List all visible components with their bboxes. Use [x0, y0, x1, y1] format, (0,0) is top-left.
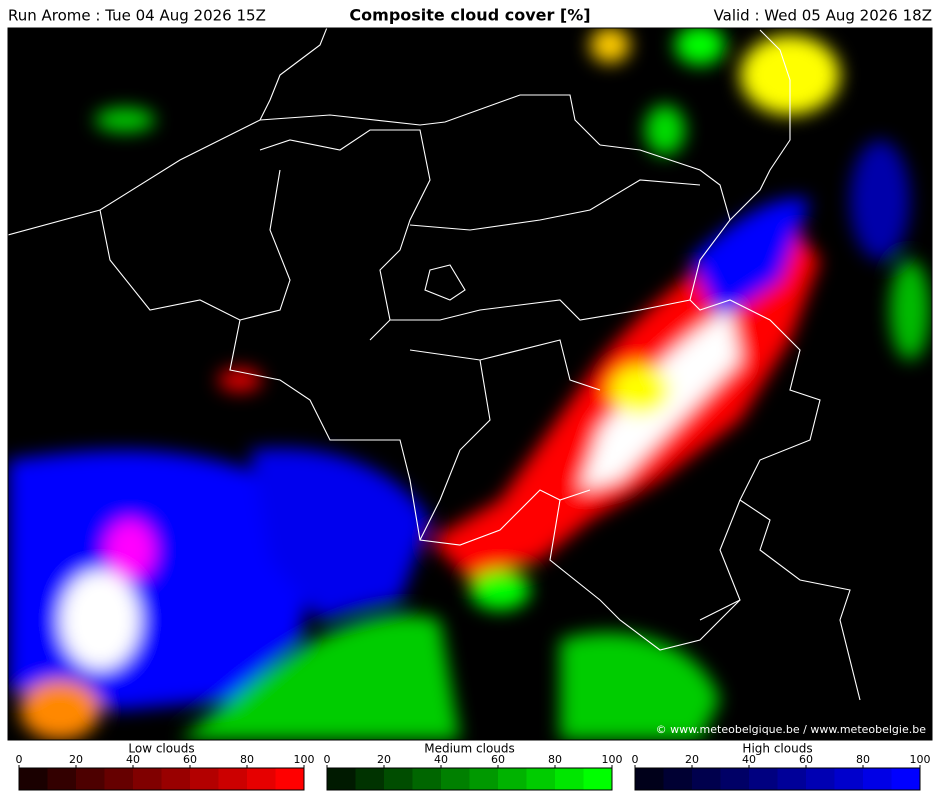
- color-swatch: [441, 768, 470, 790]
- run-label: Run Arome : Tue 04 Aug 2026 15Z: [8, 7, 266, 25]
- color-swatch: [498, 768, 527, 790]
- color-swatch: [555, 768, 584, 790]
- color-swatch: [749, 768, 778, 790]
- color-swatch: [526, 768, 555, 790]
- color-swatch: [412, 768, 441, 790]
- tick-label: 40: [434, 753, 448, 766]
- legend-frame: [18, 767, 305, 791]
- map: © www.meteobelgique.be / www.meteobelgie…: [8, 28, 932, 740]
- legend-title: Medium clouds: [424, 742, 515, 756]
- legend-frame: [634, 767, 921, 791]
- valid-label: Valid : Wed 05 Aug 2026 18Z: [714, 7, 932, 25]
- tick-label: 100: [294, 753, 315, 766]
- color-swatch: [161, 768, 190, 790]
- color-swatch: [583, 768, 612, 790]
- color-swatch: [635, 768, 664, 790]
- legend-title: Low clouds: [128, 742, 194, 756]
- legends: Low clouds 0 20 40 60 80 100 Medium clouds 0 20 40…: [16, 742, 931, 791]
- tick-label: 100: [602, 753, 623, 766]
- color-swatch: [133, 768, 162, 790]
- tick-label: 40: [126, 753, 140, 766]
- tick-label: 20: [685, 753, 699, 766]
- tick-label: 20: [69, 753, 83, 766]
- legend-frame: [326, 767, 613, 791]
- color-swatch: [76, 768, 105, 790]
- tick-label: 0: [16, 753, 23, 766]
- color-swatch: [834, 768, 863, 790]
- color-swatch: [384, 768, 413, 790]
- credit: © www.meteobelgique.be / www.meteobelgie…: [656, 723, 927, 736]
- color-swatch: [190, 768, 219, 790]
- tick-label: 20: [377, 753, 391, 766]
- tick-label: 40: [742, 753, 756, 766]
- color-swatch: [247, 768, 276, 790]
- tick-label: 80: [240, 753, 254, 766]
- map-frame: [7, 27, 933, 741]
- color-swatch: [19, 768, 48, 790]
- tick-label: 0: [632, 753, 639, 766]
- tick-label: 0: [324, 753, 331, 766]
- tick-label: 60: [183, 753, 197, 766]
- borders: [8, 28, 861, 701]
- color-swatch: [692, 768, 721, 790]
- color-swatch: [806, 768, 835, 790]
- tick-label: 100: [910, 753, 931, 766]
- legend-title: High clouds: [742, 742, 812, 756]
- color-swatch: [863, 768, 892, 790]
- color-swatch: [355, 768, 384, 790]
- color-swatch: [777, 768, 806, 790]
- tick-label: 60: [491, 753, 505, 766]
- color-swatch: [218, 768, 247, 790]
- color-swatch: [327, 768, 356, 790]
- color-swatch: [891, 768, 920, 790]
- color-swatch: [104, 768, 133, 790]
- tick-label: 80: [856, 753, 870, 766]
- map-title: Composite cloud cover [%]: [349, 6, 590, 25]
- color-swatch: [720, 768, 749, 790]
- color-swatch: [275, 768, 304, 790]
- color-swatch: [663, 768, 692, 790]
- tick-label: 80: [548, 753, 562, 766]
- tick-label: 60: [799, 753, 813, 766]
- color-swatch: [469, 768, 498, 790]
- color-swatch: [47, 768, 76, 790]
